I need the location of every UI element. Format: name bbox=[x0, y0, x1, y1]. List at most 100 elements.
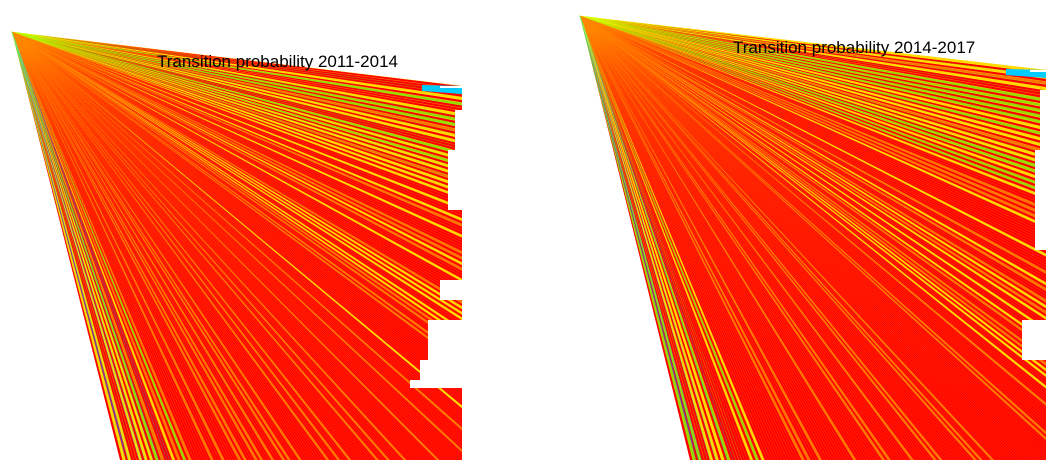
heatmap-streak bbox=[11, 31, 463, 238]
heatmap-streak bbox=[579, 15, 1046, 251]
heatmap-streak bbox=[579, 15, 1046, 381]
heatmap-streak bbox=[11, 31, 463, 268]
heatmap-streak bbox=[579, 15, 843, 460]
heatmap-streak bbox=[579, 15, 742, 460]
heatmap-streak bbox=[11, 31, 297, 460]
heatmap-streak bbox=[579, 15, 1046, 243]
heatmap-streak bbox=[11, 31, 269, 460]
heatmap-streak bbox=[11, 31, 463, 95]
heatmap-streak bbox=[579, 15, 805, 460]
heatmap-streak bbox=[579, 15, 1046, 346]
heatmap-streak bbox=[579, 15, 696, 460]
heatmap-streak bbox=[579, 15, 1046, 286]
heatmap-streak bbox=[579, 15, 1046, 398]
heatmap-streak bbox=[579, 15, 808, 460]
heatmap-streak bbox=[579, 15, 1046, 234]
heatmap-streak bbox=[11, 31, 463, 147]
heatmap-streak bbox=[11, 31, 463, 213]
heatmap-streak bbox=[579, 15, 1046, 91]
heatmap-streak bbox=[579, 15, 1046, 220]
heatmap-streak bbox=[11, 31, 463, 103]
heatmap-streak bbox=[11, 31, 335, 460]
heatmap-streak bbox=[579, 15, 1006, 460]
heatmap-streak bbox=[579, 15, 923, 460]
heatmap-streak bbox=[11, 31, 463, 428]
heatmap-streak bbox=[579, 15, 1046, 188]
heatmap-streak bbox=[579, 15, 791, 460]
heatmap-streak bbox=[579, 15, 1046, 102]
heatmap-streak bbox=[11, 31, 162, 460]
heatmap-streak bbox=[579, 15, 708, 460]
heatmap-streak bbox=[11, 31, 463, 142]
heatmap-streak bbox=[579, 15, 1046, 266]
heatmap-streak bbox=[11, 31, 463, 139]
heatmap-streak bbox=[579, 15, 989, 460]
heatmap-streak bbox=[579, 15, 731, 460]
heatmap-streak bbox=[579, 15, 1046, 303]
heatmap-streak bbox=[579, 15, 1046, 231]
heatmap-streak bbox=[579, 15, 883, 460]
heatmap-streak bbox=[579, 15, 978, 460]
heatmap-streak bbox=[11, 31, 463, 420]
heatmap-streak bbox=[11, 31, 146, 460]
heatmap-streak bbox=[579, 15, 1046, 122]
heatmap-streak bbox=[11, 31, 140, 460]
heatmap-streak bbox=[11, 31, 463, 266]
heatmap-streak bbox=[11, 31, 187, 460]
heatmap-streak bbox=[579, 15, 1046, 355]
heatmap-streak bbox=[11, 31, 463, 208]
heatmap-streak bbox=[579, 15, 1046, 194]
heatmap-streak bbox=[579, 15, 866, 460]
heatmap-streak bbox=[579, 15, 748, 460]
heatmap-streak bbox=[11, 31, 126, 460]
heatmap-streak bbox=[579, 15, 1046, 105]
heatmap-streak bbox=[579, 15, 1046, 163]
heatmap-streak bbox=[579, 15, 1046, 186]
heatmap-streak bbox=[579, 15, 734, 460]
heatmap-streak bbox=[579, 15, 814, 460]
heatmap-streak bbox=[11, 31, 443, 460]
heatmap-edge-notch bbox=[440, 86, 462, 88]
heatmap-streak bbox=[579, 15, 1046, 223]
heatmap-streak bbox=[11, 31, 463, 445]
heatmap-streak bbox=[579, 15, 1046, 108]
heatmap-streak bbox=[579, 15, 1046, 125]
heatmap-streak bbox=[579, 15, 1046, 160]
heatmap-streak bbox=[579, 15, 1046, 312]
heatmap-streak bbox=[11, 31, 463, 219]
heatmap-streak bbox=[11, 31, 402, 460]
heatmap-streak bbox=[11, 31, 245, 460]
heatmap-streak bbox=[11, 31, 313, 460]
heatmap-streak bbox=[579, 15, 768, 460]
heatmap-streak bbox=[11, 31, 463, 381]
heatmap-streak bbox=[11, 31, 264, 460]
heatmap-streak bbox=[11, 31, 463, 406]
heatmap-streak bbox=[11, 31, 463, 224]
heatmap-streak bbox=[579, 15, 1046, 272]
heatmap-streak bbox=[579, 15, 820, 460]
heatmap-streak bbox=[11, 31, 463, 175]
heatmap-streak bbox=[11, 31, 463, 282]
heatmap-streak bbox=[579, 15, 1046, 435]
heatmap-streak bbox=[11, 31, 463, 194]
heatmap-streak bbox=[11, 31, 369, 460]
heatmap-streak bbox=[11, 31, 247, 460]
heatmap-streak bbox=[11, 31, 463, 120]
heatmap-streak bbox=[579, 15, 1046, 134]
heatmap-streak bbox=[11, 31, 463, 87]
heatmap-streak bbox=[11, 31, 256, 460]
heatmap-edge-notch bbox=[448, 150, 462, 210]
heatmap-streak bbox=[579, 15, 846, 460]
heatmap-streak bbox=[11, 31, 463, 346]
heatmap-streak bbox=[579, 15, 711, 460]
heatmap-streak bbox=[579, 15, 969, 460]
chart-panel-2011-2014: Transition probability 2011-2014 bbox=[0, 0, 500, 460]
heatmap-streak bbox=[11, 31, 137, 460]
heatmap-streak bbox=[11, 31, 159, 460]
heatmap-streak bbox=[579, 15, 955, 460]
heatmap-streak bbox=[579, 15, 937, 460]
heatmap-streak bbox=[11, 31, 463, 351]
heatmap-streak bbox=[579, 15, 1046, 343]
heatmap-streak bbox=[11, 31, 446, 460]
heatmap-streak bbox=[579, 15, 1046, 389]
